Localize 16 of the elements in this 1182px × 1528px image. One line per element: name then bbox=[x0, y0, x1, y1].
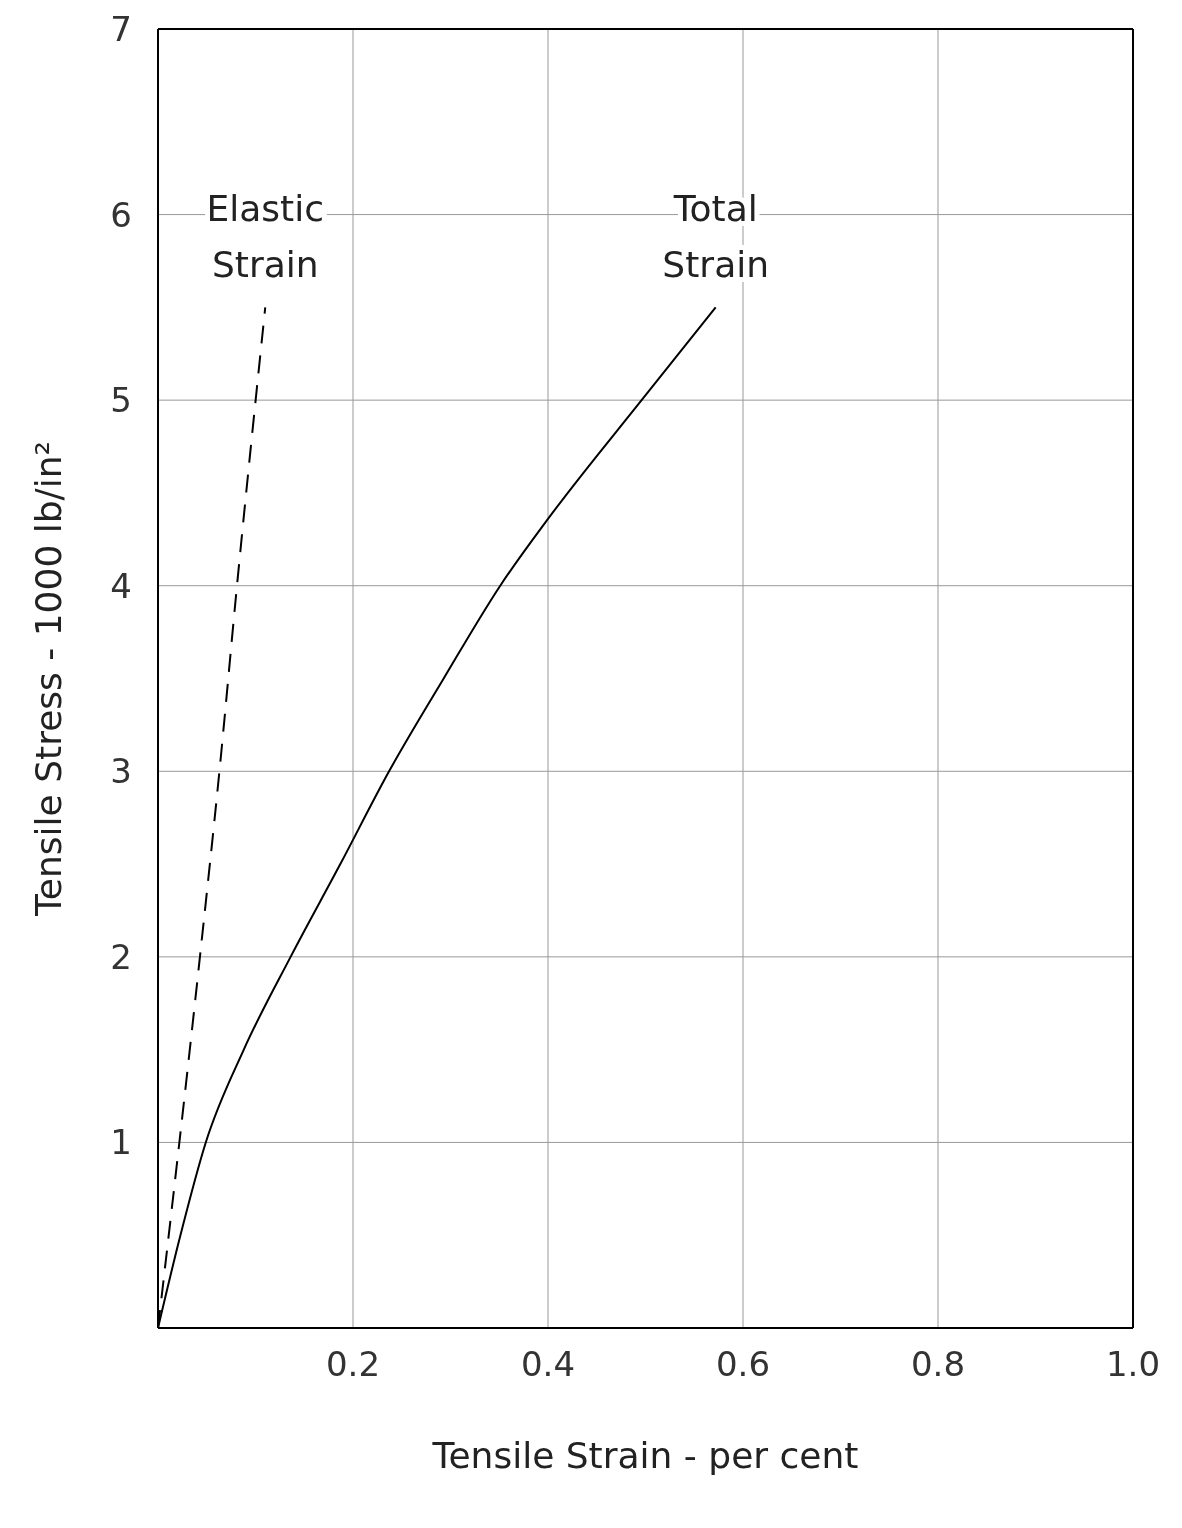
x-tick-label: 0.8 bbox=[910, 1344, 966, 1385]
x-tick-label: 0.6 bbox=[715, 1344, 771, 1385]
y-tick-label: 1 bbox=[110, 1122, 132, 1163]
x-axis-title: Tensile Strain - per cent bbox=[431, 1435, 859, 1476]
y-tick-label: 3 bbox=[110, 751, 132, 792]
y-axis-title: Tensile Stress - 1000 lb/in² bbox=[27, 441, 69, 917]
series-label: Total Strain bbox=[662, 188, 770, 286]
y-tick-label: 7 bbox=[110, 9, 132, 50]
y-tick-label: 5 bbox=[110, 380, 132, 421]
y-tick-label: 6 bbox=[110, 194, 132, 235]
x-tick-label: 1.0 bbox=[1105, 1344, 1161, 1385]
x-tick-label: 0.4 bbox=[520, 1344, 576, 1385]
y-tick-label: 4 bbox=[110, 565, 132, 606]
x-tick-label: 0.2 bbox=[325, 1344, 381, 1385]
series-label: Elastic Strain bbox=[206, 188, 324, 286]
y-tick-label: 2 bbox=[110, 936, 132, 977]
